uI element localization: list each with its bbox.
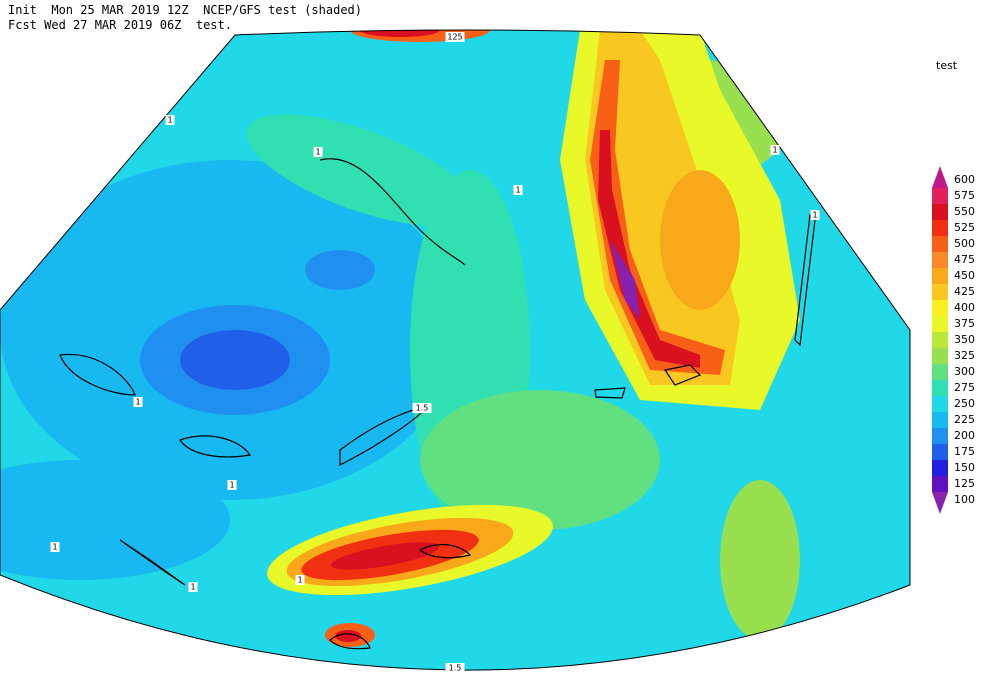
legend-swatch bbox=[932, 284, 948, 300]
contour-label-box bbox=[50, 542, 60, 552]
legend-swatch bbox=[932, 460, 948, 476]
contour-label: 1 bbox=[52, 543, 57, 552]
legend-label: 575 bbox=[954, 189, 975, 202]
contour-label-box bbox=[810, 210, 820, 220]
contour-label: 1 bbox=[812, 211, 817, 220]
legend-swatch bbox=[932, 412, 948, 428]
legend-swatch bbox=[932, 204, 948, 220]
contour-label-box bbox=[227, 480, 237, 490]
legend-swatch bbox=[932, 236, 948, 252]
legend-swatch bbox=[932, 300, 948, 316]
legend-title: test bbox=[936, 59, 958, 72]
contour-label-box bbox=[770, 145, 780, 155]
contour-label: 1 bbox=[515, 186, 520, 195]
legend-swatch bbox=[932, 348, 948, 364]
legend-swatch bbox=[932, 380, 948, 396]
contour-label: 1 bbox=[229, 481, 234, 490]
legend-label: 375 bbox=[954, 317, 975, 330]
legend-label: 475 bbox=[954, 253, 975, 266]
map-frame bbox=[0, 29, 911, 671]
contour-label-box bbox=[513, 185, 523, 195]
header-line: Init Mon 25 MAR 2019 12Z NCEP/GFS test (… bbox=[8, 3, 362, 17]
legend-swatch bbox=[932, 396, 948, 412]
legend-label: 175 bbox=[954, 445, 975, 458]
legend-label: 600 bbox=[954, 173, 975, 186]
contour-label-box bbox=[165, 115, 175, 125]
contour-label-box bbox=[313, 147, 323, 157]
contour-label: 1 bbox=[135, 398, 140, 407]
legend-swatch bbox=[932, 220, 948, 236]
legend-label: 450 bbox=[954, 269, 975, 282]
legend-label: 275 bbox=[954, 381, 975, 394]
legend-label: 100 bbox=[954, 493, 975, 506]
legend-swatch bbox=[932, 428, 948, 444]
legend-label: 550 bbox=[954, 205, 975, 218]
legend-label: 225 bbox=[954, 413, 975, 426]
contour-label-box bbox=[295, 575, 305, 585]
legend-label: 525 bbox=[954, 221, 975, 234]
legend-swatch bbox=[932, 364, 948, 380]
legend-label: 325 bbox=[954, 349, 975, 362]
legend-label: 125 bbox=[954, 477, 975, 490]
contour-label: 125 bbox=[447, 33, 462, 42]
legend-label: 200 bbox=[954, 429, 975, 442]
contour-label-box bbox=[445, 32, 465, 42]
legend-swatch bbox=[932, 268, 948, 284]
legend-arrow bbox=[932, 166, 948, 188]
legend-swatch bbox=[932, 188, 948, 204]
legend-label: 425 bbox=[954, 285, 975, 298]
legend-label: 400 bbox=[954, 301, 975, 314]
legend-label: 150 bbox=[954, 461, 975, 474]
legend-label: 500 bbox=[954, 237, 975, 250]
legend-label: 250 bbox=[954, 397, 975, 410]
contour-label-box bbox=[445, 663, 465, 673]
contour-label-box bbox=[133, 397, 143, 407]
contour-label: 1 bbox=[297, 576, 302, 585]
legend-swatch bbox=[932, 316, 948, 332]
contour-label: 1 bbox=[772, 146, 777, 155]
contour-label-box bbox=[412, 403, 432, 413]
legend-swatch bbox=[932, 332, 948, 348]
legend-label: 350 bbox=[954, 333, 975, 346]
contour-label-box bbox=[188, 582, 198, 592]
legend-swatch bbox=[932, 444, 948, 460]
legend-swatch bbox=[932, 476, 948, 492]
legend-label: 300 bbox=[954, 365, 975, 378]
contour-label: 1 bbox=[315, 148, 320, 157]
contour-label: 1.5 bbox=[449, 664, 462, 673]
contour-label: 1.5 bbox=[416, 404, 429, 413]
legend-swatch bbox=[932, 252, 948, 268]
header-line: Fcst Wed 27 MAR 2019 06Z test. bbox=[8, 18, 232, 32]
contour-label: 1 bbox=[167, 116, 172, 125]
contour-label: 1 bbox=[190, 583, 195, 592]
legend-arrow bbox=[932, 492, 948, 514]
